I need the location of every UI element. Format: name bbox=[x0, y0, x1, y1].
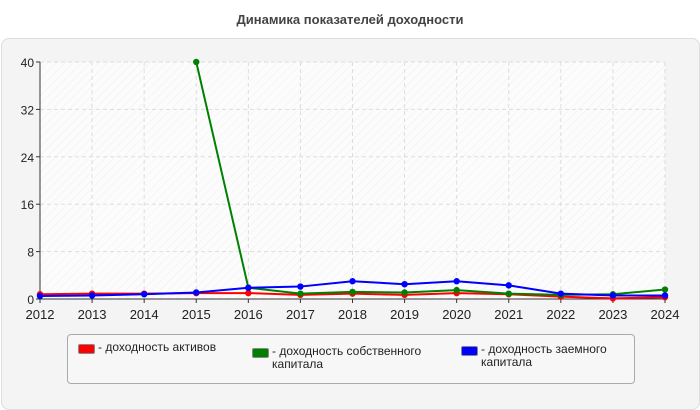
x-tick-label: 2019 bbox=[390, 307, 419, 322]
data-point bbox=[193, 58, 200, 66]
data-point bbox=[453, 278, 460, 285]
data-point bbox=[88, 292, 96, 299]
y-tick-label: 0 bbox=[27, 293, 34, 307]
legend: - доходность активов - доходность собств… bbox=[67, 334, 635, 384]
data-point bbox=[297, 290, 304, 297]
legend-item-debt: - доходность заемного капитала bbox=[461, 343, 631, 369]
data-point bbox=[661, 292, 669, 299]
data-point bbox=[245, 289, 252, 297]
data-point bbox=[453, 286, 460, 294]
y-tick-label: 40 bbox=[21, 56, 35, 70]
x-tick-label: 2022 bbox=[546, 307, 575, 322]
data-point bbox=[349, 278, 356, 285]
y-tick-label: 8 bbox=[27, 246, 34, 260]
x-tick-label: 2018 bbox=[338, 307, 367, 322]
x-tick-label: 2015 bbox=[182, 307, 211, 322]
legend-label: - доходность активов bbox=[98, 340, 217, 354]
legend-label: - доходность собственного капитала bbox=[272, 344, 422, 371]
data-point bbox=[140, 291, 148, 298]
x-tick-label: 2020 bbox=[442, 307, 471, 322]
data-point bbox=[36, 292, 44, 300]
data-point bbox=[297, 283, 304, 290]
data-point bbox=[505, 290, 512, 297]
y-tick-label: 32 bbox=[21, 103, 35, 117]
data-point bbox=[193, 289, 200, 296]
x-tick-label: 2012 bbox=[26, 307, 55, 322]
line-chart: 0 8 16 24 32 40 2012 2013 2014 2015 2016 2017 2018 20… bbox=[21, 56, 680, 322]
data-point bbox=[245, 284, 252, 291]
legend-swatch bbox=[252, 348, 269, 358]
legend-swatch bbox=[78, 344, 95, 354]
data-point bbox=[401, 289, 408, 296]
legend-swatch bbox=[461, 346, 478, 356]
y-tick-label: 16 bbox=[21, 198, 35, 212]
data-point bbox=[401, 280, 408, 288]
x-tick-label: 2014 bbox=[130, 307, 159, 322]
x-tick-label: 2016 bbox=[234, 307, 263, 322]
y-tick-label: 24 bbox=[21, 151, 35, 165]
x-tick-label: 2024 bbox=[651, 307, 680, 322]
legend-item-assets: - доходность активов bbox=[78, 341, 263, 354]
data-point bbox=[349, 288, 356, 296]
data-point bbox=[557, 290, 565, 297]
x-tick-label: 2013 bbox=[78, 307, 107, 322]
x-tick-label: 2023 bbox=[598, 307, 627, 322]
legend-label: - доходность заемного капитала bbox=[481, 342, 607, 369]
legend-item-equity: - доходность собственного капитала bbox=[252, 345, 437, 371]
x-tick-label: 2021 bbox=[494, 307, 523, 322]
data-point bbox=[609, 292, 617, 299]
data-point bbox=[505, 282, 512, 289]
chart-title: Динамика показателей доходности bbox=[236, 12, 464, 27]
data-point bbox=[661, 286, 669, 293]
x-tick-label: 2017 bbox=[286, 307, 315, 322]
